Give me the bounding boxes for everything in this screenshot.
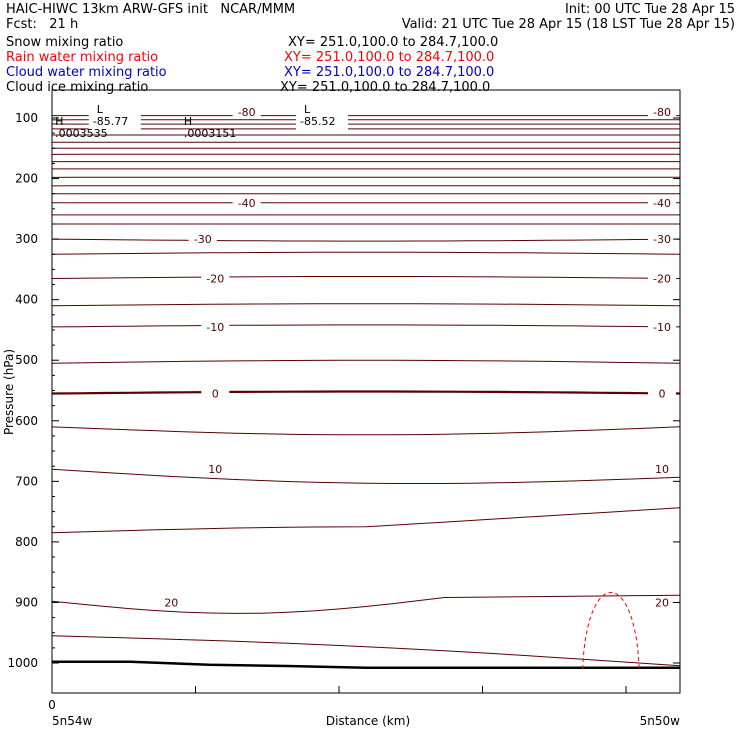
x-axis-label: Distance (km): [326, 714, 410, 728]
extremum-kind-0: L: [97, 103, 104, 116]
extremum-kind-3: H: [184, 115, 192, 128]
y-tick-label-700: 700: [15, 474, 38, 488]
terrain-line: [52, 660, 680, 670]
contour-line-18: [51, 276, 681, 279]
y-axis-label: Pressure (hPa): [2, 349, 16, 435]
contour-label-right-2: -30: [653, 233, 671, 246]
contour-label-0: -80: [238, 106, 256, 119]
model-title: HAIC-HIWC 13km ARW-GFS init NCAR/MMM: [6, 2, 296, 17]
contour-line-21: [51, 359, 681, 364]
x-end-label-right: 5n50w: [640, 714, 681, 728]
contour-label-bg: [648, 233, 676, 247]
extremum-kind-1: L: [304, 103, 311, 116]
ground-line: [52, 660, 680, 670]
contour-label-right-6: 10: [655, 463, 669, 476]
contour-labels: -80 -80 -40 -40 -30 -30 -20 -20 -10 -10 0 0 10 10 20 20: [157, 105, 676, 610]
contour-label-right-7: 20: [655, 596, 669, 609]
contour-line-16: [51, 238, 681, 242]
contour-label-bg: [232, 105, 261, 119]
contour-line-19: [51, 303, 681, 307]
extremum-value-3: .0003151: [184, 127, 237, 140]
extremum-value-2: .0003535: [55, 127, 108, 140]
contour-label-right-0: -80: [653, 106, 671, 119]
contour-line-17: [51, 251, 681, 255]
contour-label-2: -30: [194, 233, 212, 246]
forecast-hour: Fcst: 21 h: [6, 17, 79, 32]
temperature-contours: [51, 115, 681, 667]
init-time: Init: 00 UTC Tue 28 Apr 15: [564, 2, 735, 17]
contour-label-4: -10: [206, 321, 224, 334]
contour-line-20: [51, 324, 681, 328]
contour-label-5: 0: [212, 388, 219, 401]
contour-label-right-1: -40: [653, 197, 671, 210]
contour-label-bg: [648, 272, 676, 286]
contour-label-bg: [157, 596, 186, 610]
field-rain-label: Rain water mixing ratio: [6, 50, 159, 65]
contour-label-1: -40: [238, 197, 256, 210]
x-end-label-left: 5n54w: [52, 714, 93, 728]
y-tick-label-200: 200: [15, 172, 38, 186]
contour-label-bg: [201, 463, 230, 477]
y-tick-label-800: 800: [15, 535, 38, 549]
extremum-value-0: -85.77: [93, 115, 128, 128]
contour-label-bg: [648, 463, 676, 477]
y-tick-label-100: 100: [15, 111, 38, 125]
contour-label-bg: [201, 272, 230, 286]
field-snow-label: Snow mixing ratio: [6, 35, 124, 50]
extremum-bg: [88, 100, 141, 131]
contour-label-right-4: -10: [653, 321, 671, 334]
y-tick-label-400: 400: [15, 293, 38, 307]
field-snow-xy: XY= 251.0,100.0 to 284.7,100.0: [288, 35, 499, 50]
y-tick-label-1000: 1000: [7, 656, 38, 670]
contour-label-bg: [232, 196, 261, 210]
y-tick-label-300: 300: [15, 232, 38, 246]
contour-label-right-5: 0: [659, 388, 666, 401]
contour-label-bg: [648, 105, 676, 119]
contour-label-bg: [201, 320, 230, 334]
valid-time: Valid: 21 UTC Tue 28 Apr 15 (18 LST Tue …: [401, 17, 735, 32]
contour-label-bg: [648, 196, 676, 210]
contour-label-bg: [648, 387, 676, 401]
contour-label-right-3: -20: [653, 272, 671, 285]
extremum-value-1: -85.52: [300, 115, 335, 128]
contour-line-24: [51, 468, 681, 484]
contour-line-25: [51, 507, 681, 534]
contour-line-27: [51, 635, 681, 667]
contour-line-23: [51, 426, 681, 436]
contour-label-bg: [201, 387, 230, 401]
extremum-kind-2: H: [55, 115, 63, 128]
y-tick-label-600: 600: [15, 414, 38, 428]
contour-label-6: 10: [208, 463, 222, 476]
extremum-bg: [296, 100, 349, 131]
contour-label-bg: [188, 233, 217, 247]
contour-label-3: -20: [206, 272, 224, 285]
field-cloudwater-xy: XY= 251.0,100.0 to 284.7,100.0: [284, 65, 495, 80]
contour-line-26: [51, 594, 681, 614]
rain-dashed-contour: [582, 592, 640, 670]
rain-contour: [582, 592, 640, 670]
field-cloudice-xy: XY= 251.0,100.0 to 284.7,100.0: [280, 80, 491, 95]
contour-label-7: 20: [164, 596, 178, 609]
y-tick-label-500: 500: [15, 353, 38, 367]
contour-line-22: [51, 390, 681, 395]
contour-label-bg: [648, 320, 676, 334]
contour-label-bg: [648, 596, 676, 610]
x-tick-label-0: 0: [48, 698, 56, 712]
y-tick-label-900: 900: [15, 595, 38, 609]
field-rain-xy: XY= 251.0,100.0 to 284.7,100.0: [284, 50, 495, 65]
plot-frame: [51, 89, 681, 694]
field-cloudwater-label: Cloud water mixing ratio: [6, 65, 167, 80]
